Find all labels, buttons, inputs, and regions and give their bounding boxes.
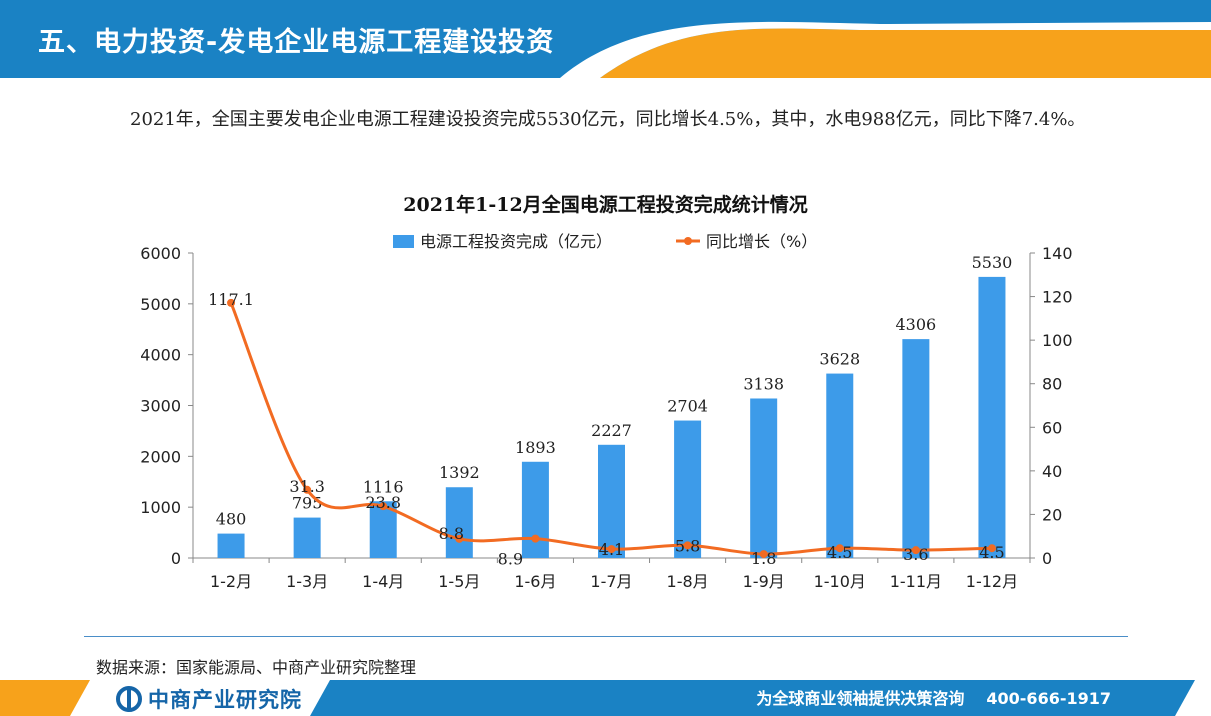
bar-data-label: 1392 [439,463,480,482]
phone-number: 400-666-1917 [986,689,1111,708]
line-data-label: 4.5 [979,543,1004,562]
bar-data-label: 2227 [591,421,632,440]
bar-data-label: 795 [292,494,323,513]
line-point [987,544,996,553]
header-banner [0,0,1211,78]
bar [826,373,854,558]
bar-data-label: 1116 [363,477,404,496]
line-data-label: 4.5 [827,543,852,562]
divider-line [84,636,1128,637]
chart-title: 2021年1-12月全国电源工程投资完成统计情况 [403,194,808,216]
y-right-tick-label: 100 [1042,331,1073,350]
footer-logo: 中商产业研究院 [116,684,302,714]
line-data-label: 1.8 [751,549,776,568]
y-right-tick-label: 20 [1042,505,1062,524]
x-tick-label: 1-5月 [438,572,480,591]
y-left-tick-label: 4000 [140,346,181,365]
bar [293,517,321,558]
line-point [835,544,844,553]
legend-bar-swatch [393,235,414,248]
line-point [303,485,312,494]
slogan-text: 为全球商业领袖提供决策咨询 [756,689,965,708]
bar [217,533,245,558]
y-left-tick-label: 2000 [140,447,181,466]
legend-bar-label: 电源工程投资完成（亿元） [420,232,612,251]
line-point [759,550,768,559]
line-point [531,534,540,543]
bar [521,461,549,558]
page-title: 五、电力投资-发电企业电源工程建设投资 [38,27,555,58]
y-right-tick-label: 40 [1042,462,1062,481]
bar-data-label: 1893 [515,438,556,457]
line-point [607,545,616,554]
footer-bar [0,680,1211,716]
y-right-tick-label: 60 [1042,418,1062,437]
bar [978,276,1006,558]
y-left-tick-label: 5000 [140,295,181,314]
bar-data-label: 4306 [896,315,937,334]
line-data-label: 4.1 [599,540,624,559]
line-point [683,541,692,550]
line-point [379,502,388,511]
data-source-note: 数据来源：国家能源局、中商产业研究院整理 [96,658,417,677]
x-tick-label: 1-12月 [966,572,1018,591]
line-data-label: 5.8 [675,536,700,555]
bar-data-label: 3138 [743,374,784,393]
y-left-tick-label: 1000 [140,498,181,517]
bar [598,444,625,558]
bar-data-label: 480 [216,510,247,529]
line-point [911,546,920,555]
company-logo-icon [116,686,142,712]
x-tick-label: 1-10月 [814,572,866,591]
line-data-label: 23.8 [365,493,401,512]
x-tick-label: 1-11月 [890,572,942,591]
y-right-tick-label: 140 [1042,244,1073,263]
intro-paragraph: 2021年，全国主要发电企业电源工程建设投资完成5530亿元，同比增长4.5%，… [130,109,1086,130]
y-left-tick-label: 0 [171,549,181,568]
x-tick-label: 1-3月 [286,572,328,591]
y-right-tick-label: 120 [1042,288,1073,307]
bar [445,487,473,558]
x-tick-label: 1-7月 [590,572,632,591]
line-point [227,298,236,307]
legend-line-label: 同比增长（%） [706,232,817,251]
bar-data-label: 2704 [667,397,708,416]
bar [750,398,778,558]
x-tick-label: 1-6月 [514,572,556,591]
line-series-path [229,302,992,556]
y-right-tick-label: 80 [1042,375,1062,394]
bar [674,420,702,558]
line-data-label: 8.8 [439,524,464,543]
line-data-label: 117.1 [208,290,254,309]
bar-data-label: 3628 [819,350,860,369]
line-data-label: 3.6 [903,545,928,564]
legend-line-marker [684,237,692,245]
x-tick-label: 1-9月 [743,572,785,591]
line-point [455,534,464,543]
combo-chart: 0 1000 2000 3000 4000 5000 6000 0 20 40 60 80 100 120… [140,232,1073,591]
bar-data-label: 5530 [972,253,1013,272]
footer-slogan: 为全球商业领袖提供决策咨询 400-666-1917 [756,685,1111,709]
x-tick-label: 1-8月 [667,572,709,591]
footer-logo-text: 中商产业研究院 [148,688,302,712]
x-tick-label: 1-4月 [362,572,404,591]
y-left-tick-label: 6000 [140,244,181,263]
line-data-label: 8.9 [498,550,523,569]
x-tick-label: 1-2月 [210,572,252,591]
line-data-label: 31.3 [289,477,325,496]
y-right-tick-label: 0 [1042,549,1052,568]
y-left-tick-label: 3000 [140,397,181,416]
bar [902,339,930,558]
